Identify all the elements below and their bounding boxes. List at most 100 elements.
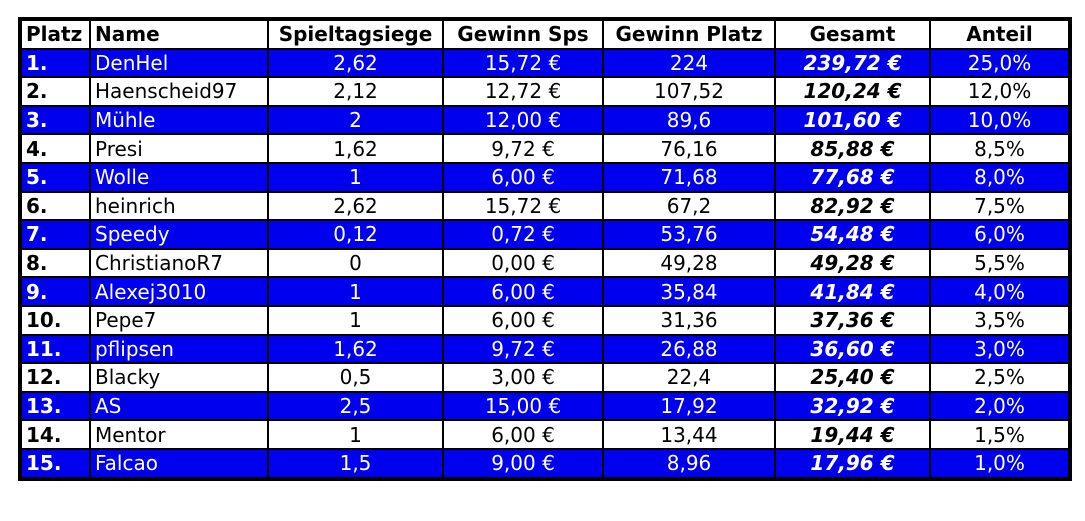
header-cell: Anteil <box>929 18 1071 50</box>
table-cell: 82,92 € <box>774 190 931 222</box>
table-row: 1. DenHel 2,62 15,72 €224 239,72 €25,0% <box>19 47 1071 79</box>
table-cell: 67,2 <box>602 190 776 222</box>
table-cell: 7,5% <box>929 190 1071 222</box>
table-cell: ChristianoR7 <box>89 247 269 279</box>
table-cell: 1,62 <box>267 333 444 365</box>
header-row: Platz Name Spieltagsiege Gewinn Sps Gewinn P… <box>19 18 1071 50</box>
table-cell: 1 <box>267 419 444 450</box>
table-cell: 6,00 € <box>442 419 604 450</box>
table-row: 14. Mentor 1 6,00 €13,44 19,44 €1,5% <box>19 419 1071 450</box>
header-cell: Platz <box>19 18 91 50</box>
table-cell: AS <box>89 390 269 422</box>
table-cell: 2,62 <box>267 190 444 222</box>
table-cell: 9,72 € <box>442 133 604 164</box>
table-cell: 8. <box>19 247 91 279</box>
table-cell: 3. <box>19 104 91 136</box>
table-row: 4. Presi 1,62 9,72 €76,16 85,88 €8,5% <box>19 133 1071 164</box>
table-cell: 41,84 € <box>774 276 931 307</box>
table-cell: 1,5% <box>929 419 1071 450</box>
table-row: 5. Wolle 1 6,00 €71,68 77,68 €8,0% <box>19 161 1071 193</box>
table-cell: 26,88 <box>602 333 776 365</box>
table-cell: 13,44 <box>602 419 776 450</box>
table-cell: 4. <box>19 133 91 164</box>
table-cell: 85,88 € <box>774 133 931 164</box>
table-cell: 54,48 € <box>774 219 931 250</box>
table-cell: 17,96 € <box>774 447 931 480</box>
table-cell: 19,44 € <box>774 419 931 450</box>
table-cell: 224 <box>602 47 776 79</box>
table-cell: 1,5 <box>267 447 444 480</box>
table-cell: 1 <box>267 304 444 336</box>
table-row: 9. Alexej3010 1 6,00 €35,84 41,84 €4,0% <box>19 276 1071 307</box>
table-cell: Mühle <box>89 104 269 136</box>
table-cell: 2,5% <box>929 362 1071 393</box>
table-cell: 1. <box>19 47 91 79</box>
table-row: 13. AS 2,5 15,00 €17,92 32,92 €2,0% <box>19 390 1071 422</box>
table-cell: 8,96 <box>602 447 776 480</box>
table-cell: 22,4 <box>602 362 776 393</box>
table-cell: 37,36 € <box>774 304 931 336</box>
table-cell: 53,76 <box>602 219 776 250</box>
table-cell: 1 <box>267 161 444 193</box>
table-row: 7. Speedy 0,12 0,72 €53,76 54,48 €6,0% <box>19 219 1071 250</box>
table-cell: 0,72 € <box>442 219 604 250</box>
ranking-table: Platz Name Spieltagsiege Gewinn Sps Gewinn P… <box>18 17 1072 481</box>
table-cell: 25,40 € <box>774 362 931 393</box>
table-cell: 12,00 € <box>442 104 604 136</box>
table-cell: Haenscheid97 <box>89 76 269 107</box>
header-cell: Name <box>89 18 269 50</box>
table-cell: 3,00 € <box>442 362 604 393</box>
table-container: Platz Name Spieltagsiege Gewinn Sps Gewinn P… <box>18 17 1072 481</box>
table-cell: 7. <box>19 219 91 250</box>
table-row: 8. ChristianoR7 0 0,00 €49,28 49,28 €5,5% <box>19 247 1071 279</box>
table-cell: 35,84 <box>602 276 776 307</box>
table-cell: Speedy <box>89 219 269 250</box>
table-cell: 2. <box>19 76 91 107</box>
table-cell: 2,5 <box>267 390 444 422</box>
table-cell: 0,5 <box>267 362 444 393</box>
table-cell: 49,28 <box>602 247 776 279</box>
table-cell: pflipsen <box>89 333 269 365</box>
table-cell: Blacky <box>89 362 269 393</box>
table-cell: 14. <box>19 419 91 450</box>
table-cell: 12,0% <box>929 76 1071 107</box>
table-cell: Falcao <box>89 447 269 480</box>
table-cell: 6,0% <box>929 219 1071 250</box>
table-cell: 76,16 <box>602 133 776 164</box>
table-cell: 15,72 € <box>442 190 604 222</box>
table-cell: 10. <box>19 304 91 336</box>
table-cell: 89,6 <box>602 104 776 136</box>
table-cell: 239,72 € <box>774 47 931 79</box>
table-cell: 6,00 € <box>442 276 604 307</box>
table-cell: Pepe7 <box>89 304 269 336</box>
table-cell: 32,92 € <box>774 390 931 422</box>
table-cell: 3,0% <box>929 333 1071 365</box>
table-cell: 4,0% <box>929 276 1071 307</box>
table-cell: DenHel <box>89 47 269 79</box>
table-cell: 1,0% <box>929 447 1071 480</box>
table-cell: Mentor <box>89 419 269 450</box>
table-cell: 5. <box>19 161 91 193</box>
table-cell: 2,12 <box>267 76 444 107</box>
table-cell: 6,00 € <box>442 161 604 193</box>
table-cell: 6. <box>19 190 91 222</box>
table-row: 6. heinrich 2,62 15,72 €67,2 82,92 €7,5% <box>19 190 1071 222</box>
table-cell: 107,52 <box>602 76 776 107</box>
table-cell: 120,24 € <box>774 76 931 107</box>
table-cell: 2,62 <box>267 47 444 79</box>
table-row: 11. pflipsen 1,62 9,72 €26,88 36,60 €3,0% <box>19 333 1071 365</box>
table-cell: 49,28 € <box>774 247 931 279</box>
table-cell: 3,5% <box>929 304 1071 336</box>
header-cell: Gewinn Sps <box>442 18 604 50</box>
table-cell: 101,60 € <box>774 104 931 136</box>
table-cell: 15,00 € <box>442 390 604 422</box>
table-cell: 1 <box>267 276 444 307</box>
table-cell: 25,0% <box>929 47 1071 79</box>
table-row: 2. Haenscheid97 2,12 12,72 €107,52 120,24 €1… <box>19 76 1071 107</box>
table-cell: 9. <box>19 276 91 307</box>
table-cell: 17,92 <box>602 390 776 422</box>
table-cell: 15. <box>19 447 91 480</box>
table-cell: 36,60 € <box>774 333 931 365</box>
table-cell: 1,62 <box>267 133 444 164</box>
